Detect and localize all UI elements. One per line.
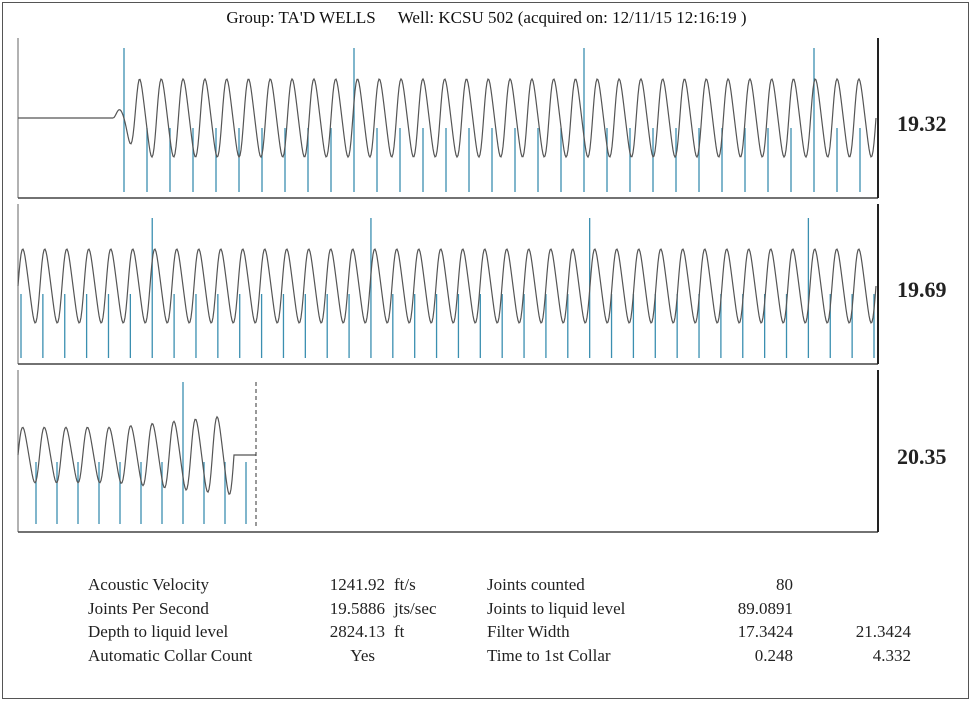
stat-value: 80 xyxy=(776,575,793,594)
stat-label: Acoustic Velocity xyxy=(88,575,210,594)
stat-label: Joints to liquid level xyxy=(487,599,626,618)
waveform-trace xyxy=(18,77,877,159)
stat-value: 2824.13 xyxy=(329,622,385,641)
stat-label: Depth to liquid level xyxy=(88,622,229,641)
stat-label: Joints Per Second xyxy=(88,599,209,618)
panel-side-label: 19.69 xyxy=(897,277,947,302)
well-label: Well: KCSU 502 (acquired on: 12/11/15 12… xyxy=(397,8,747,27)
stat-value: 0.248 xyxy=(754,646,793,665)
stat-unit: jts/sec xyxy=(394,599,437,618)
waveform-trace xyxy=(17,248,877,324)
stat-unit: ft xyxy=(394,622,405,641)
stat-value2: 4.332 xyxy=(872,646,911,665)
report-header: Group: TA'D WELLS Well: KCSU 502 (acquire… xyxy=(0,8,973,28)
stat-value: 1241.92 xyxy=(329,575,385,594)
stat-label: Time to 1st Collar xyxy=(487,646,611,665)
stat-value: 19.5886 xyxy=(329,599,385,618)
panel-side-label: 20.35 xyxy=(897,444,947,469)
stat-label: Filter Width xyxy=(487,622,570,641)
stat-label: Joints counted xyxy=(487,575,585,594)
panel-side-label: 19.32 xyxy=(897,111,947,136)
stat-value: 17.3424 xyxy=(737,622,793,641)
stat-value2: 21.3424 xyxy=(855,622,911,641)
echometer-trace-chart: 19.32 19.69 20.35 xyxy=(17,38,947,533)
stat-label: Automatic Collar Count xyxy=(88,646,253,665)
waveform-trace xyxy=(17,415,256,496)
group-label: Group: TA'D WELLS xyxy=(226,8,376,27)
stat-value: 89.0891 xyxy=(737,599,793,618)
stat-value: Yes xyxy=(350,646,375,665)
stat-unit: ft/s xyxy=(394,575,416,594)
